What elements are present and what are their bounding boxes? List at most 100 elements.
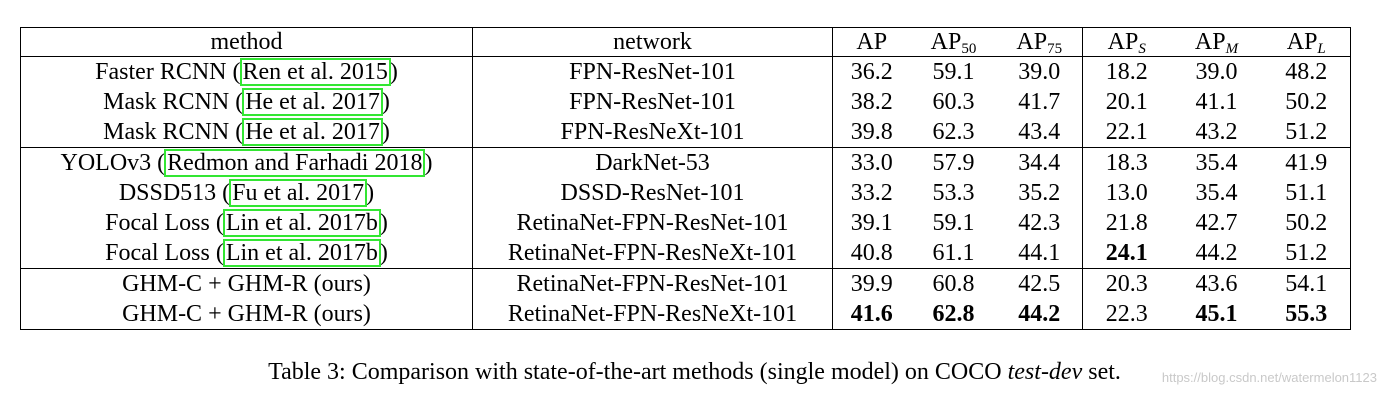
cell-apm: 43.6: [1170, 268, 1263, 299]
cell-ap75: 44.2: [996, 299, 1083, 330]
cell-apm: 35.4: [1195, 180, 1238, 206]
table-row: GHM-C + GHM-R (ours) RetinaNet-FPN-ResNet…: [20, 268, 1351, 299]
cell-method: Mask RCNN (He et al. 2017): [20, 117, 473, 148]
cell-method: Faster RCNN (Ren et al. 2015): [20, 56, 473, 87]
citation-link[interactable]: Fu et al. 2017: [229, 179, 368, 207]
header-apl: APL: [1262, 27, 1351, 57]
cell-network: RetinaNet-FPN-ResNet-101: [472, 268, 833, 299]
header-ap75-base: AP: [1016, 29, 1048, 55]
cell-aps: 20.3: [1082, 268, 1171, 299]
header-ap50-sub: 50: [961, 41, 977, 57]
cell-network: FPN-ResNeXt-101: [472, 117, 833, 148]
cell-apl: 50.2: [1262, 87, 1351, 117]
header-aps-base: AP: [1107, 29, 1139, 55]
cell-aps: 22.1: [1105, 119, 1148, 145]
header-ap: AP: [832, 27, 911, 57]
caption-suffix: set.: [1082, 359, 1121, 385]
cell-ap: 36.2: [850, 59, 893, 85]
cell-network: RetinaNet-FPN-ResNeXt-101: [472, 238, 833, 269]
cell-ap: 39.9: [832, 268, 911, 299]
table-row: Focal Loss (Lin et al. 2017b) RetinaNet-F…: [20, 238, 1351, 269]
table-row: YOLOv3 (Redmon and Farhadi 2018) DarkNet-…: [20, 147, 1351, 178]
cell-ap50: 53.3: [932, 180, 975, 206]
cell-ap50: 59.1: [932, 210, 975, 236]
cell-aps: 20.1: [1105, 89, 1148, 115]
cell-ap: 39.1: [850, 210, 893, 236]
citation-link[interactable]: Redmon and Farhadi 2018: [164, 149, 426, 177]
cell-ap75: 42.5: [996, 268, 1083, 299]
cell-network: RetinaNet-FPN-ResNet-101: [472, 208, 833, 238]
method-name: Focal Loss: [105, 210, 210, 236]
cell-ap: 39.8: [850, 119, 893, 145]
watermark: https://blog.csdn.net/watermelon1123: [1161, 370, 1377, 385]
cell-apm: 43.2: [1195, 119, 1238, 145]
method-name: Focal Loss: [105, 240, 210, 266]
cell-apl: 55.3: [1262, 299, 1351, 330]
cell-apl: 51.1: [1262, 178, 1351, 208]
cell-apm: 42.7: [1195, 210, 1238, 236]
results-table: method network AP AP50 AP75 APS APM APL …: [20, 27, 1351, 330]
header-ap50-base: AP: [930, 29, 962, 55]
cell-network: DSSD-ResNet-101: [472, 178, 833, 208]
cell-network: DarkNet-53: [472, 147, 833, 178]
table-row: Mask RCNN (He et al. 2017) FPN-ResNet-101…: [20, 87, 1351, 117]
caption-prefix: Table 3: Comparison with state-of-the-ar…: [268, 359, 1008, 385]
cell-apm: 39.0: [1195, 59, 1238, 85]
table-body: Faster RCNN (Ren et al. 2015) FPN-ResNet-…: [20, 56, 1351, 330]
cell-apm: 45.1: [1170, 299, 1263, 330]
cell-apl: 51.2: [1262, 238, 1351, 269]
cell-method: Focal Loss (Lin et al. 2017b): [20, 208, 473, 238]
cell-aps: 18.3: [1082, 147, 1171, 178]
cell-ap: 33.2: [850, 180, 893, 206]
header-network: network: [472, 27, 833, 57]
cell-method: Focal Loss (Lin et al. 2017b): [20, 238, 473, 269]
cell-ap75: 35.2: [996, 178, 1083, 208]
cell-network: FPN-ResNet-101: [472, 87, 833, 117]
cell-ap75: 34.4: [996, 147, 1083, 178]
header-apm: APM: [1170, 27, 1263, 57]
cell-aps: 22.3: [1082, 299, 1171, 330]
method-name: GHM-C + GHM-R (ours): [122, 271, 371, 297]
caption-emphasis: test-dev: [1007, 359, 1083, 385]
method-name: DSSD513: [118, 180, 217, 206]
cell-method: Mask RCNN (He et al. 2017): [20, 87, 473, 117]
cell-apl: 48.2: [1262, 56, 1351, 87]
cell-method: YOLOv3 (Redmon and Farhadi 2018): [20, 147, 473, 178]
cell-ap50: 62.3: [932, 119, 975, 145]
header-ap75-sub: 75: [1047, 41, 1063, 57]
cell-aps: 13.0: [1105, 180, 1148, 206]
header-apm-sub: M: [1226, 41, 1239, 57]
citation-link[interactable]: Lin et al. 2017b: [222, 209, 381, 237]
citation-link[interactable]: He et al. 2017: [242, 118, 383, 146]
table-row: GHM-C + GHM-R (ours) RetinaNet-FPN-ResNeX…: [20, 299, 1351, 330]
table-row: Faster RCNN (Ren et al. 2015) FPN-ResNet-…: [20, 56, 1351, 87]
table-caption: Table 3: Comparison with state-of-the-ar…: [0, 358, 1389, 386]
cell-network: RetinaNet-FPN-ResNeXt-101: [472, 299, 833, 330]
header-apm-sub-text: M: [1225, 41, 1239, 57]
citation-link[interactable]: Ren et al. 2015: [239, 58, 391, 86]
citation-link[interactable]: Lin et al. 2017b: [222, 239, 381, 267]
cell-ap50: 62.8: [910, 299, 997, 330]
method-name: GHM-C + GHM-R (ours): [122, 301, 371, 327]
cell-ap: 38.2: [850, 89, 893, 115]
header-aps-sub-text: S: [1138, 41, 1146, 57]
cell-apl: 51.2: [1262, 117, 1351, 148]
header-apl-sub-text: L: [1317, 41, 1326, 57]
cell-method: DSSD513 (Fu et al. 2017): [20, 178, 473, 208]
table-row: DSSD513 (Fu et al. 2017) DSSD-ResNet-101 3…: [20, 178, 1351, 208]
header-apl-sub: L: [1317, 41, 1325, 57]
table-row: Focal Loss (Lin et al. 2017b) RetinaNet-F…: [20, 208, 1351, 238]
cell-ap50: 57.9: [910, 147, 997, 178]
citation-link[interactable]: He et al. 2017: [242, 88, 383, 116]
cell-ap: 40.8: [850, 240, 893, 266]
table-row: Mask RCNN (He et al. 2017) FPN-ResNeXt-10…: [20, 117, 1351, 148]
cell-network: FPN-ResNet-101: [472, 56, 833, 87]
cell-ap75: 44.1: [996, 238, 1083, 269]
header-aps: APS: [1082, 27, 1171, 57]
cell-ap75: 43.4: [996, 117, 1083, 148]
method-name: Mask RCNN: [103, 119, 230, 145]
cell-aps: 24.1: [1105, 240, 1148, 266]
cell-ap50: 60.8: [910, 268, 997, 299]
header-aps-sub: S: [1138, 41, 1146, 57]
cell-apm: 44.2: [1195, 240, 1238, 266]
